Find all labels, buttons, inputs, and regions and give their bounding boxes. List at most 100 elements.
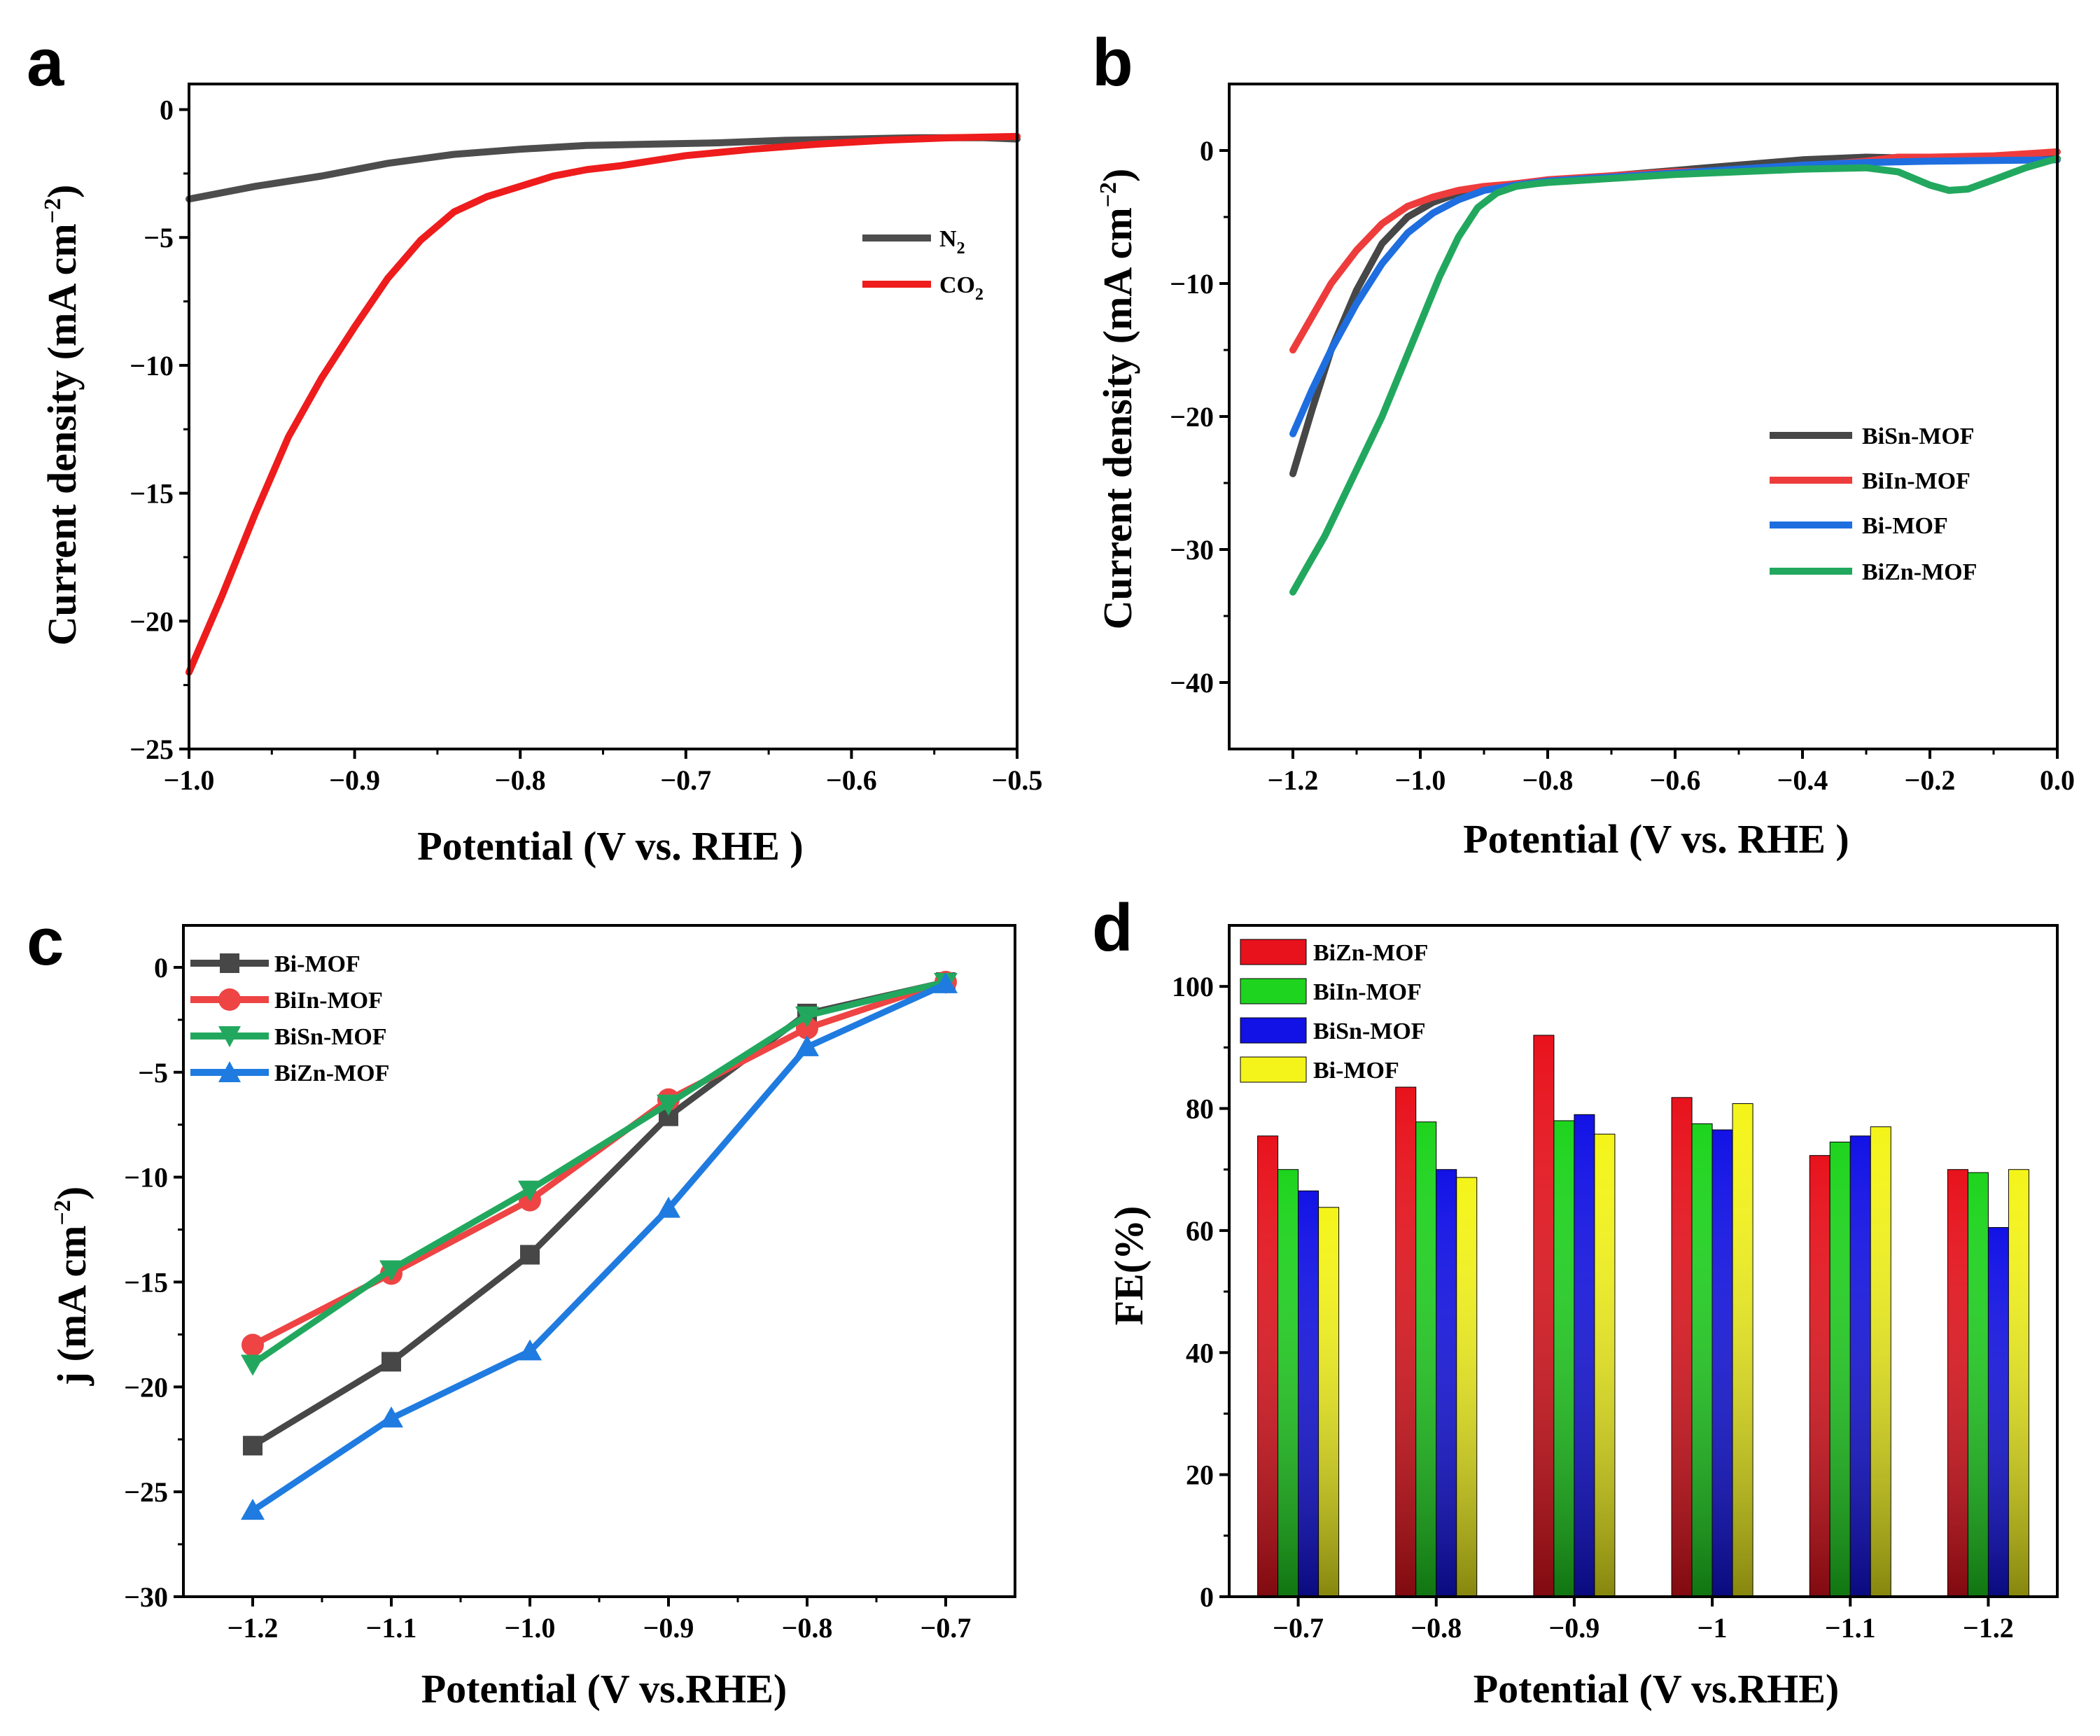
y-tick-label: 0 (154, 952, 168, 983)
legend-item-biin: BiIn-MOF (190, 988, 383, 1014)
bar-shade (1947, 1169, 1968, 1597)
x-tick-label: −1.2 (1268, 764, 1319, 796)
marker-bisn-mof (795, 1006, 819, 1028)
series-line-co2 (186, 132, 1021, 676)
panel-b-plot: −1.2 −1.0 −0.8 −0.6 −0.4 −0.2 0.0 0 −10 −20 −30 −40 (1170, 83, 2075, 796)
panel-d: d 0 20 40 60 80 100 −0.7 −0.8 −0.9 −1 −1.1 −1.2 Pot… (1092, 890, 2059, 1712)
bar-shade (1850, 1135, 1871, 1597)
legend-label-bi: Bi-MOF (274, 951, 360, 977)
legend-item-bizn: BiZn-MOF (190, 1060, 389, 1086)
series-line-bi-mof (1289, 156, 2061, 438)
bar-shade (1257, 1135, 1278, 1597)
bar-shade (1968, 1172, 1989, 1597)
panel-a-xlabel: Potential (V vs. RHE ) (417, 823, 804, 869)
legend-label-bisn: BiSn-MOF (274, 1024, 387, 1050)
legend-item-bisn: BiSn-MOF (190, 1024, 387, 1050)
legend-marker-square (220, 953, 239, 973)
legend-label-bizn: BiZn-MOF (1313, 940, 1428, 966)
legend-marker-triangle-up (218, 1061, 241, 1082)
bar-shade (1318, 1207, 1339, 1597)
panel-a-ylabel: Current density (mA cm−2) (39, 185, 85, 646)
x-tick-label: −0.8 (495, 764, 546, 796)
x-tick-label: −0.7 (660, 764, 711, 796)
legend-label-biin: BiIn-MOF (1313, 979, 1422, 1005)
bar-shade (1732, 1103, 1754, 1597)
legend-item-bi: Bi-MOF (190, 951, 360, 977)
marker-bisn-mof (379, 1260, 403, 1282)
legend-label-biin: BiIn-MOF (1862, 468, 1970, 494)
x-tick-label: −1.0 (1395, 764, 1446, 796)
marker-bisn-mof (241, 1354, 265, 1376)
legend-label-n2: N2 (939, 226, 965, 258)
y-tick-label: −20 (124, 1371, 168, 1403)
x-tick-label: −1.2 (1963, 1612, 2014, 1644)
panel-d-xlabel: Potential (V vs.RHE) (1474, 1666, 1840, 1712)
x-tick-label: −0.8 (782, 1612, 833, 1644)
bar-shade (1436, 1169, 1457, 1597)
marker-bizn-mof (379, 1406, 403, 1428)
legend-label-bisn: BiSn-MOF (1313, 1018, 1426, 1044)
y-tick-label: −10 (1170, 268, 1214, 300)
marker-bi-mof (520, 1245, 540, 1265)
x-tick-label: −1 (1698, 1612, 1728, 1644)
legend-swatch-bi (1240, 1056, 1307, 1083)
y-tick-label: 0 (1200, 1581, 1214, 1613)
plot-frame (1228, 924, 2059, 1598)
x-tick-label: −0.6 (826, 764, 877, 796)
x-tick-label: 0.0 (2040, 764, 2075, 796)
series-line-bisn-mof (249, 979, 949, 1367)
y-tick-label: −15 (130, 478, 174, 510)
panel-c-letter: c (27, 904, 64, 979)
panel-c-legend: Bi-MOF BiIn-MOF BiSn-MOF BiZn-MOF (190, 951, 389, 1086)
legend-label-bisn: BiSn-MOF (1862, 424, 1975, 449)
bar-shade (1456, 1177, 1477, 1597)
panel-a-legend: N2 CO2 (862, 226, 983, 304)
panel-c-plot: −1.2 −1.1 −1.0 −0.9 −0.8 −0.7 0 −5 −10 −15 −20 −25 −… (124, 924, 1016, 1644)
legend-label-bi: Bi-MOF (1862, 513, 1948, 539)
bar-shade (1870, 1126, 1891, 1597)
series-line-bizn-mof (1289, 155, 2061, 596)
panel-a-plot: −1.0 −0.9 −0.8 −0.7 −0.6 −0.5 0 −5 −10 −15 −20 −25 (130, 83, 1042, 796)
legend-label-bizn: BiZn-MOF (274, 1060, 389, 1086)
y-tick-label: −25 (124, 1476, 168, 1508)
x-tick-label: −1.2 (227, 1612, 279, 1644)
bar-shade (1278, 1169, 1298, 1597)
bar-shade (1553, 1120, 1574, 1597)
bar-shade (1988, 1227, 2009, 1597)
legend-label-biin: BiIn-MOF (274, 988, 383, 1014)
y-tick-label: −10 (124, 1162, 168, 1194)
x-tick-label: −0.6 (1650, 764, 1701, 796)
panel-b-letter: b (1092, 25, 1133, 100)
x-tick-label: −0.7 (920, 1612, 972, 1644)
y-tick-label: 0 (160, 94, 174, 126)
x-tick-label: −0.8 (1410, 1612, 1462, 1644)
y-tick-label: −30 (124, 1581, 168, 1613)
x-tick-label: −0.9 (329, 764, 380, 796)
panel-b: b −1.2 −1.0 −0.8 −0.6 −0.4 −0.2 0.00−10−20−30−… (1092, 25, 2075, 862)
bar-shade (1395, 1087, 1416, 1597)
bar-shade (1594, 1134, 1615, 1597)
panel-b-ylabel: Current density (mA cm−2) (1095, 169, 1140, 630)
panel-c-ylabel: j (mA cm−2) (49, 1186, 94, 1386)
series-line-bizn-mof (249, 981, 949, 1514)
marker-bizn-mof (795, 1035, 819, 1056)
plot-frame (182, 924, 1016, 1598)
bar-shade (2008, 1169, 2029, 1597)
x-tick-label: −0.9 (643, 1612, 694, 1644)
panel-b-xlabel: Potential (V vs. RHE ) (1463, 816, 1849, 862)
bar-shade (1809, 1155, 1830, 1597)
y-tick-label: 60 (1186, 1215, 1214, 1247)
legend-label-co2: CO2 (939, 272, 983, 304)
marker-bi-mof (382, 1352, 401, 1372)
legend-swatch-bizn (1240, 939, 1307, 965)
bar-shade (1672, 1097, 1693, 1597)
legend-label-bizn: BiZn-MOF (1862, 559, 1977, 585)
bar-shade (1415, 1121, 1436, 1597)
y-tick-label: −20 (130, 606, 174, 637)
plot-frame (188, 83, 1018, 750)
y-tick-label: 80 (1186, 1093, 1214, 1125)
bar-shade (1298, 1191, 1319, 1597)
marker-bizn-mof (241, 1499, 265, 1520)
marker-bizn-mof (934, 972, 958, 993)
x-tick-label: −1.1 (366, 1612, 417, 1644)
